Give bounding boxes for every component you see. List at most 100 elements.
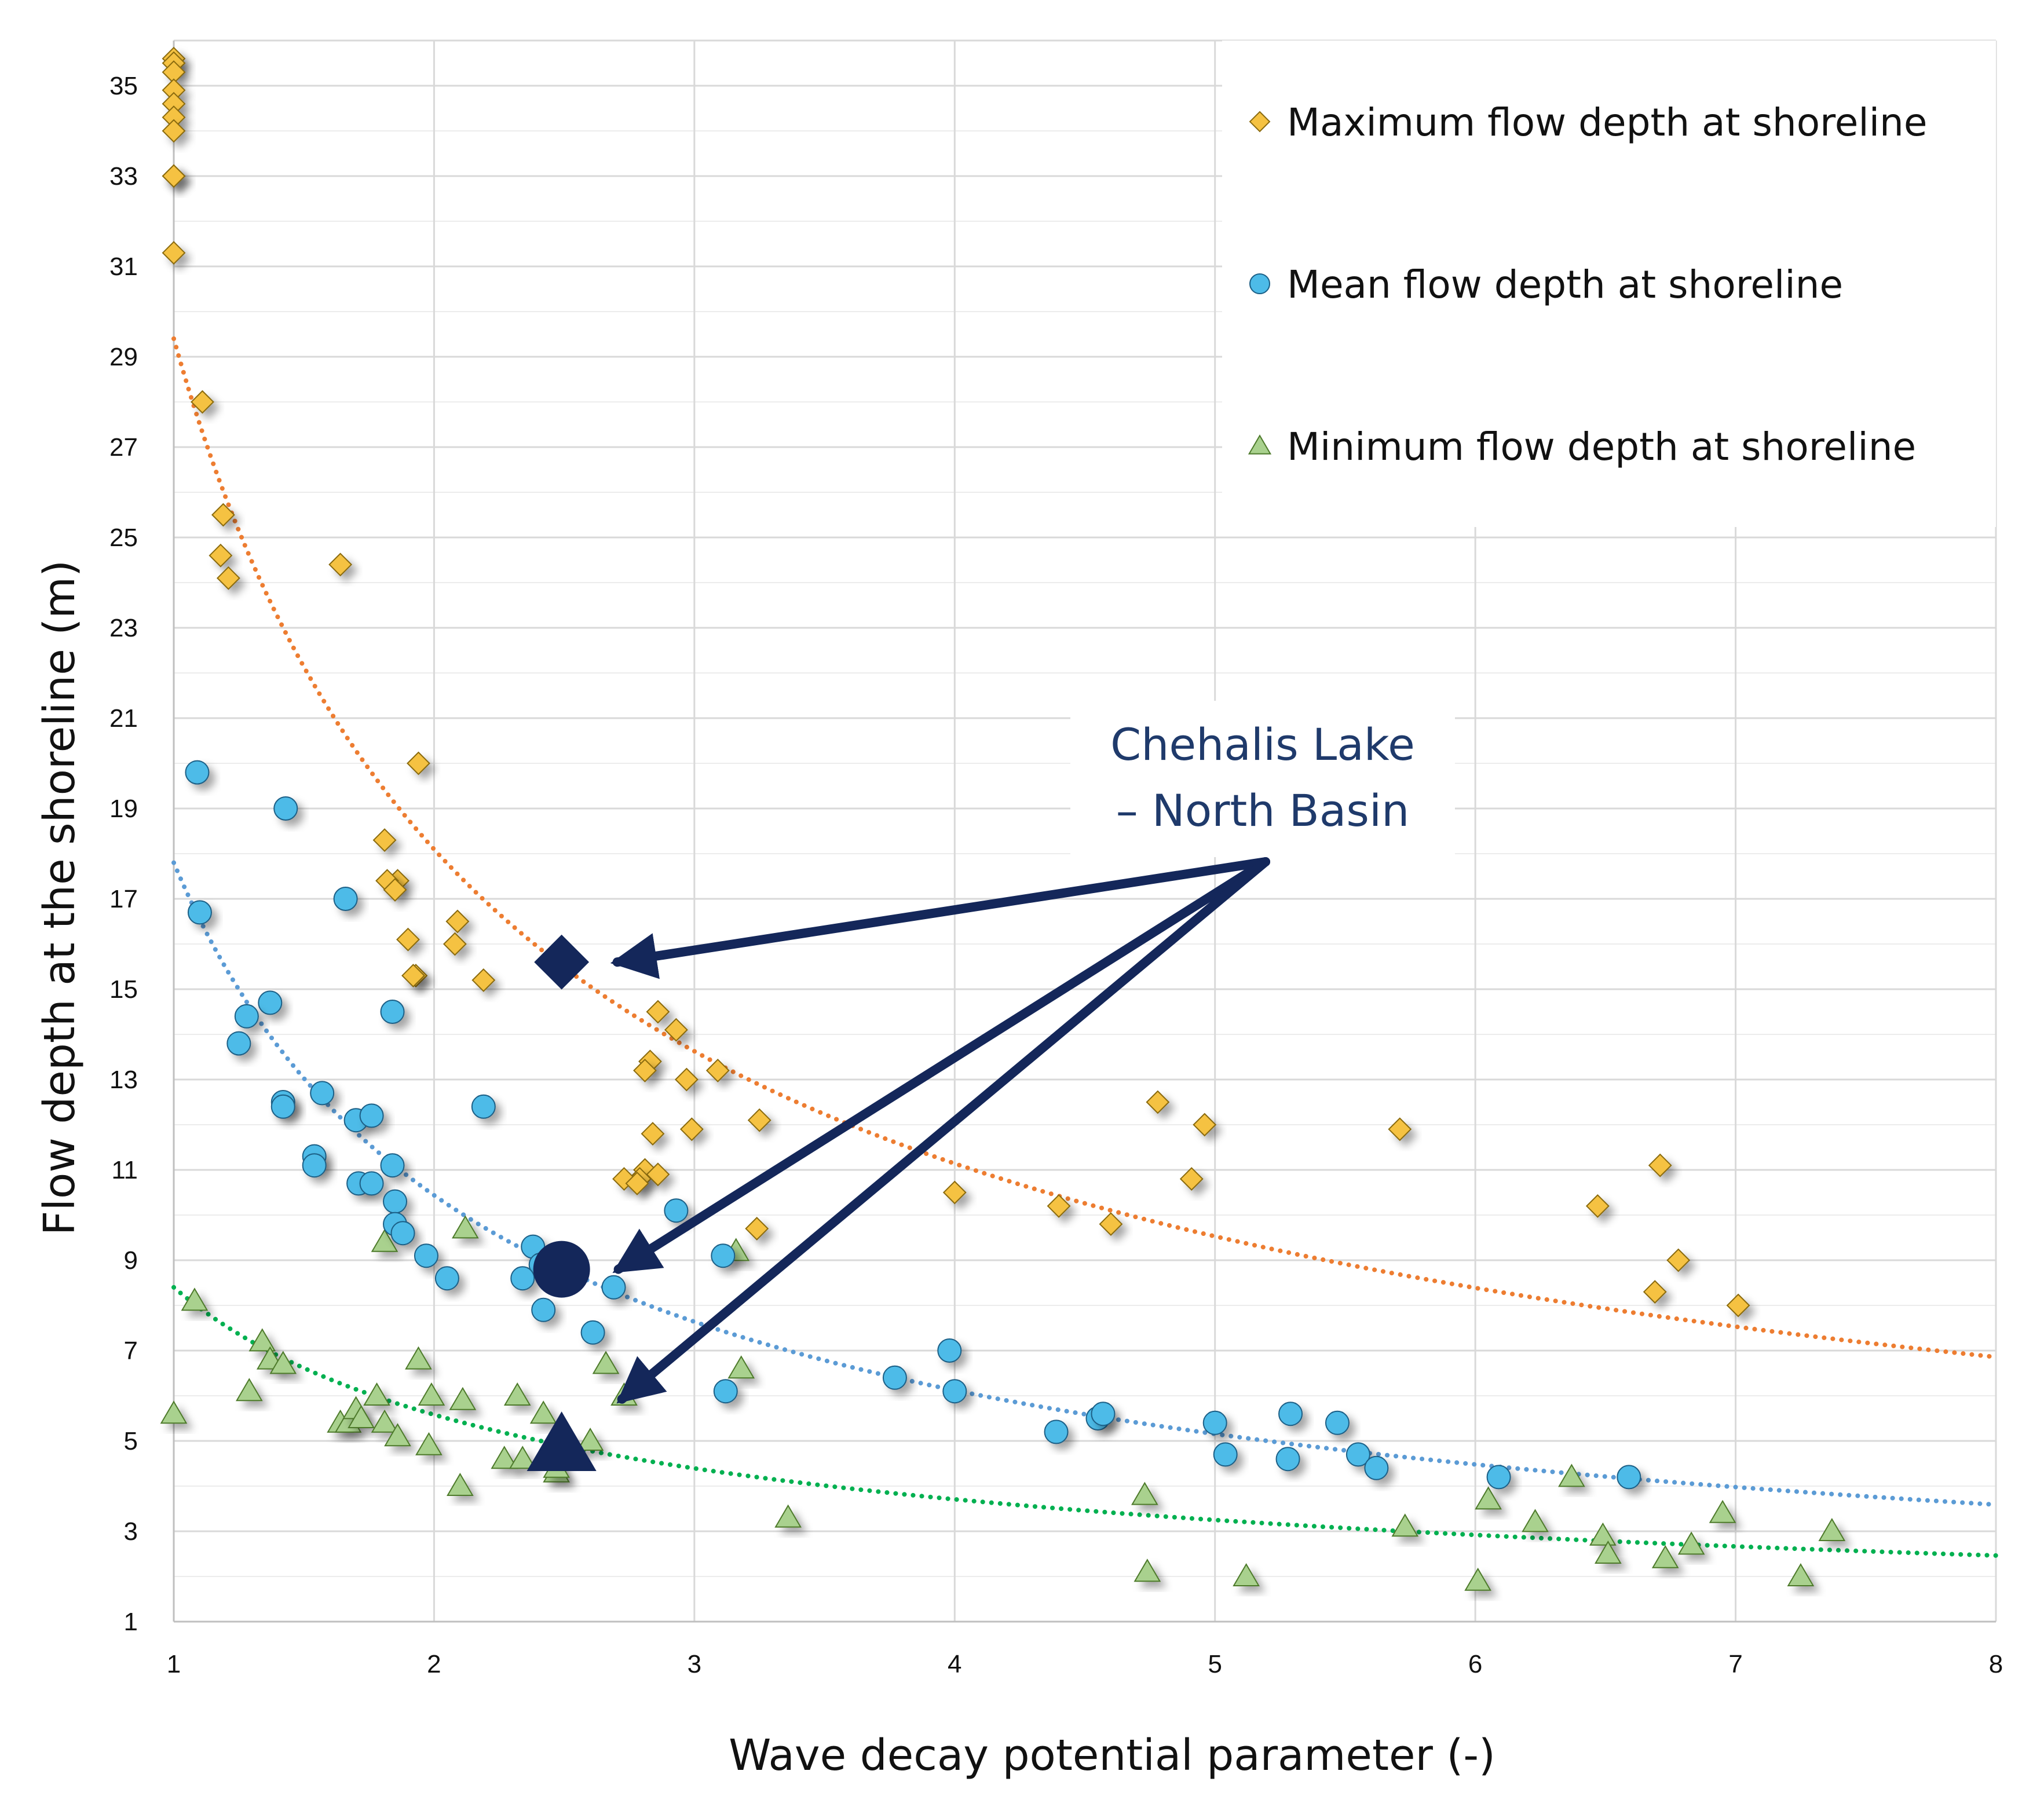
point-min xyxy=(405,1346,432,1370)
point-min xyxy=(503,1382,531,1406)
point-max xyxy=(1643,1280,1667,1304)
point-max xyxy=(162,119,186,143)
point-mean xyxy=(471,1094,496,1119)
point-min xyxy=(1475,1486,1502,1510)
point-mean xyxy=(359,1171,384,1196)
point-min xyxy=(1464,1567,1491,1591)
point-min xyxy=(449,1386,477,1410)
point-mean xyxy=(273,796,298,821)
point-min xyxy=(415,1432,443,1455)
point-min xyxy=(235,1378,263,1402)
point-max xyxy=(1179,1167,1204,1191)
point-mean xyxy=(601,1275,626,1300)
point-mean xyxy=(414,1243,438,1268)
point-max xyxy=(162,241,186,265)
point-min xyxy=(1133,1558,1161,1582)
annotation-box xyxy=(1070,701,1455,857)
y-tick-label: 23 xyxy=(109,614,138,642)
y-tick-label: 11 xyxy=(111,1156,138,1184)
point-max xyxy=(633,1058,657,1082)
y-tick-label: 17 xyxy=(109,885,138,913)
point-max xyxy=(162,164,186,188)
point-min xyxy=(1677,1531,1705,1555)
point-mean xyxy=(882,1365,907,1390)
x-tick-label: 4 xyxy=(948,1650,961,1678)
point-max xyxy=(625,1171,649,1195)
legend-marker-max xyxy=(1249,111,1271,133)
legend-marker-min xyxy=(1248,434,1272,455)
point-min xyxy=(1522,1509,1549,1532)
point-mean xyxy=(937,1338,962,1363)
point-mean xyxy=(531,1297,556,1322)
point-max xyxy=(471,968,496,992)
point-min xyxy=(727,1355,755,1379)
point-mean xyxy=(942,1379,967,1404)
annotation-arrow xyxy=(616,857,1270,1404)
point-max xyxy=(674,1067,699,1092)
point-mean xyxy=(302,1153,327,1178)
y-tick-label: 27 xyxy=(109,433,138,462)
point-min xyxy=(371,1409,398,1433)
point-mean xyxy=(1325,1410,1350,1435)
point-min xyxy=(1233,1563,1260,1586)
annotation-arrow xyxy=(610,857,1270,979)
point-mean xyxy=(310,1081,335,1106)
point-max xyxy=(612,1167,636,1191)
point-mean xyxy=(383,1189,408,1214)
y-tick-label: 13 xyxy=(109,1066,138,1094)
y-tick-label: 9 xyxy=(124,1246,138,1275)
point-max xyxy=(191,390,214,414)
y-tick-label: 15 xyxy=(109,975,138,1004)
point-max xyxy=(1648,1153,1672,1177)
point-min xyxy=(348,1405,375,1428)
point-max xyxy=(443,932,467,956)
y-tick-label: 35 xyxy=(109,72,138,100)
point-min xyxy=(418,1382,445,1406)
y-tick-label: 1 xyxy=(124,1608,138,1636)
y-tick-label: 19 xyxy=(109,795,138,823)
point-min xyxy=(576,1428,604,1451)
point-mean xyxy=(390,1221,415,1246)
x-tick-label: 3 xyxy=(688,1650,701,1678)
point-max xyxy=(401,964,425,988)
point-mean xyxy=(234,1004,259,1029)
point-min xyxy=(1131,1481,1158,1505)
point-mean xyxy=(1278,1402,1303,1426)
point-mean xyxy=(185,760,210,785)
point-mean xyxy=(187,900,212,925)
point-min xyxy=(363,1382,390,1406)
annotation-arrow xyxy=(612,857,1270,1274)
y-axis-title: Flow depth at the shoreline (m) xyxy=(35,560,85,1235)
point-max xyxy=(664,1018,688,1042)
point-min xyxy=(1391,1513,1419,1537)
point-mean xyxy=(664,1198,689,1223)
x-tick-label: 5 xyxy=(1208,1650,1222,1678)
point-mean xyxy=(713,1379,738,1404)
highlight-point-mean xyxy=(533,1241,590,1298)
point-max xyxy=(747,1108,771,1132)
point-max xyxy=(396,927,420,952)
point-max xyxy=(407,751,430,775)
point-min xyxy=(248,1328,276,1352)
annotation-label: – North Basin xyxy=(1116,785,1409,836)
point-min xyxy=(1818,1518,1846,1541)
point-max xyxy=(445,909,470,934)
highlight-point-min xyxy=(526,1411,597,1471)
y-tick-label: 3 xyxy=(124,1517,138,1546)
point-mean xyxy=(1044,1419,1069,1444)
point-min xyxy=(491,1446,518,1469)
y-tick-label: 21 xyxy=(109,704,138,733)
point-max xyxy=(1047,1194,1071,1218)
point-min xyxy=(269,1351,297,1374)
point-mean xyxy=(1275,1447,1300,1472)
legend-label-max: Maximum flow depth at shoreline xyxy=(1287,100,1927,145)
point-mean xyxy=(1202,1410,1227,1435)
point-mean xyxy=(270,1094,295,1119)
x-tick-label: 8 xyxy=(1989,1650,2003,1678)
point-mean xyxy=(1213,1442,1238,1467)
point-mean xyxy=(359,1103,384,1128)
point-max xyxy=(383,877,407,902)
point-mean xyxy=(380,1153,405,1178)
